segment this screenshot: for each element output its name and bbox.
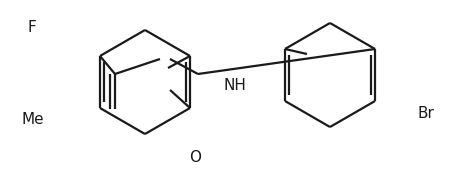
Text: Me: Me (22, 113, 45, 127)
Text: F: F (28, 20, 37, 35)
Text: Br: Br (417, 107, 434, 121)
Text: NH: NH (223, 79, 246, 93)
Text: O: O (188, 150, 201, 165)
